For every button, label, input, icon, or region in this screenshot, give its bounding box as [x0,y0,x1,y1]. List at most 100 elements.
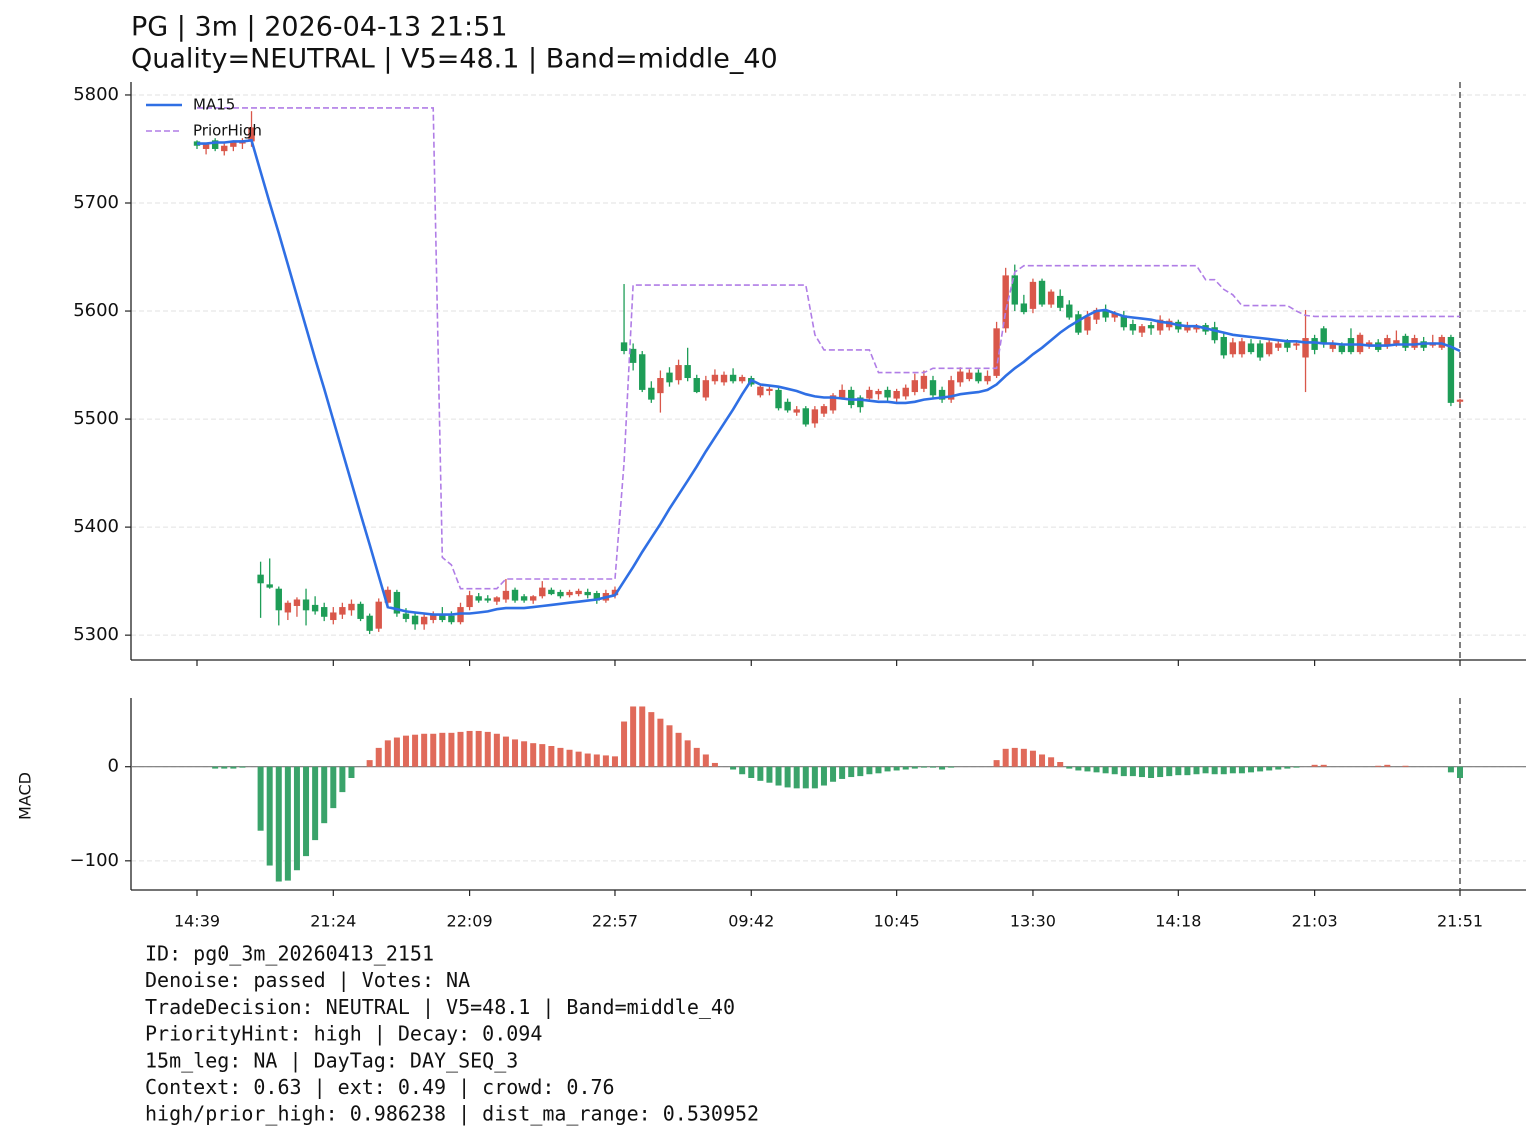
candle-body [339,607,346,615]
candle-body [1302,338,1309,358]
bar [802,766,809,789]
bar [1057,762,1064,767]
candle-body [548,589,555,595]
x-tick-label: 13:30 [1010,912,1056,931]
bar [1275,766,1282,770]
y-tick-label: 5500 [73,408,119,429]
bar [1129,766,1136,777]
bar [330,766,337,809]
candle-body [1329,343,1336,349]
candle-body [929,380,937,396]
candle-body [1456,399,1464,402]
bar [293,766,300,871]
candle-body [266,584,273,588]
bar [348,766,355,778]
candle-body [1402,335,1409,348]
footer-line: Context: 0.63 | ext: 0.49 | crowd: 0.76 [145,1075,615,1099]
bar [820,766,827,786]
bar [839,766,846,779]
candle-body [766,388,773,391]
x-tick-label: 10:45 [874,912,920,931]
bar [748,766,755,778]
candle-body [1129,324,1137,331]
x-tick-label: 21:03 [1292,912,1338,931]
bar [1175,766,1182,776]
candle-body [1020,303,1028,313]
x-tick-label: 14:18 [1155,912,1201,931]
candle-body [793,409,800,413]
candle-body [884,389,891,398]
bar [239,766,246,768]
candle-body [1102,309,1109,318]
bar [1020,748,1027,767]
y-tick-label: 5400 [73,516,119,537]
candle-body [775,389,782,409]
candle-body [1411,338,1418,348]
bar [875,766,882,774]
candle-body [675,365,682,381]
bar [666,725,673,767]
bar [775,766,782,786]
bar [1384,764,1391,767]
candle-body [1075,314,1082,333]
bar [448,732,455,767]
bar [257,766,264,831]
candle-body [1384,338,1391,346]
candle-body [1156,319,1164,331]
bar [1184,766,1191,776]
candle-body [893,390,900,399]
y-tick-label: 0 [108,756,119,777]
bar [1166,766,1173,777]
bar [1084,766,1091,772]
footer-line: high/prior_high: 0.986238 | dist_ma_rang… [145,1102,759,1126]
candle-body [1184,325,1191,331]
candle-body [1093,309,1100,320]
candle-body [1193,326,1200,330]
candle-body [620,342,628,352]
candle-body [493,597,501,602]
bar [857,766,864,777]
candle-body [1120,315,1128,328]
bar [1075,766,1082,771]
candle-body [584,591,591,596]
bar [848,766,855,778]
candle-body [502,590,510,600]
candle-body [702,380,710,398]
footer-line: ID: pg0_3m_20260413_2151 [145,942,434,966]
candle-body [684,365,691,379]
bar [993,760,1000,767]
candle-body [557,591,564,597]
bar [866,766,873,775]
candle-body [611,589,619,596]
candle-body [757,386,764,396]
bar [502,736,509,767]
candle-body [566,591,573,596]
bar [421,733,428,767]
candle-body [639,354,646,390]
bar [757,766,764,781]
candle-body [711,374,719,382]
bar [375,747,382,767]
candle-body [375,601,382,629]
bar [739,766,746,775]
bar [593,754,600,767]
bar [884,766,891,772]
footer-line: 15m_leg: NA | DayTag: DAY_SEQ_3 [145,1048,518,1072]
bar [893,766,900,771]
x-tick-label: 21:24 [310,912,356,931]
candle-body [466,595,473,608]
x-tick-label: 09:42 [728,912,774,931]
candle-body [947,380,955,400]
bar [1229,766,1236,774]
bar [439,732,446,767]
candle-body [738,376,746,382]
bar [584,753,591,767]
candle-body [202,143,210,149]
series-line [197,107,1460,590]
y-tick-label: 5300 [73,624,119,645]
bar [648,712,655,767]
x-tick-label: 14:39 [174,912,220,931]
candle-body [402,613,410,619]
bar [948,766,955,768]
candle-body [820,406,828,414]
